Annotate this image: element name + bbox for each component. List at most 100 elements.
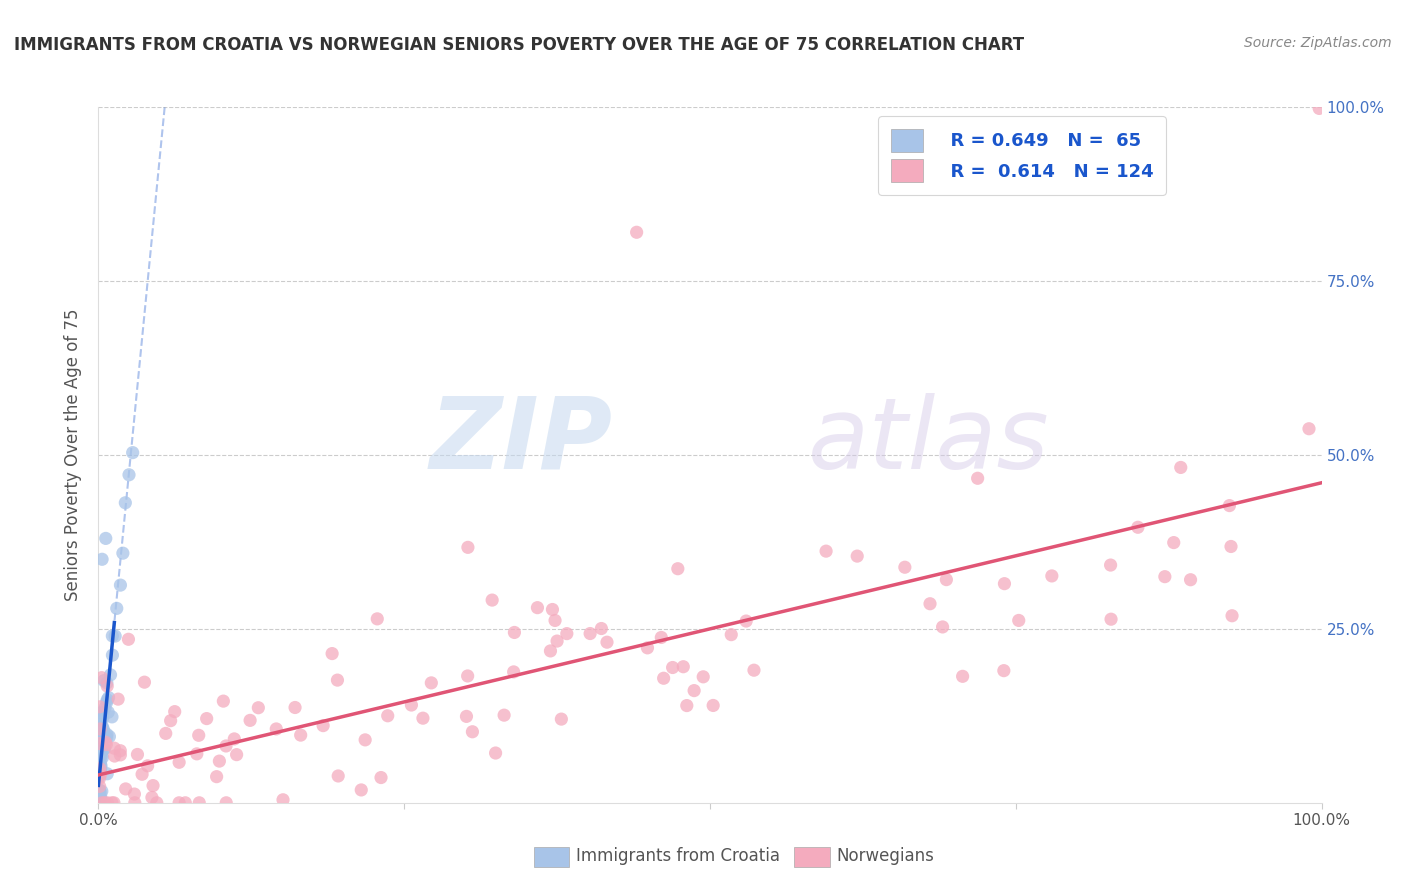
Point <box>456 709 478 723</box>
Text: Immigrants from Croatia: Immigrants from Croatia <box>576 847 780 865</box>
Point <box>526 600 548 615</box>
Point <box>90 789 112 804</box>
Point <box>1220 540 1243 554</box>
Point <box>377 708 399 723</box>
Point <box>167 756 190 770</box>
Point <box>720 627 742 641</box>
Point <box>555 626 578 640</box>
Point <box>546 634 568 648</box>
Point <box>271 793 294 807</box>
Point <box>110 578 132 592</box>
Point <box>284 700 307 714</box>
Text: Norwegians: Norwegians <box>837 847 935 865</box>
Point <box>1308 102 1330 116</box>
Point <box>661 660 683 674</box>
Point <box>90 744 112 758</box>
Point <box>312 718 335 732</box>
Point <box>93 723 115 737</box>
Point <box>93 796 115 810</box>
Point <box>174 796 197 810</box>
Point <box>354 732 377 747</box>
Point <box>89 699 111 714</box>
Point <box>89 761 111 775</box>
Point <box>94 701 117 715</box>
Point <box>666 562 689 576</box>
Point <box>107 692 129 706</box>
Point <box>90 706 112 720</box>
Point <box>87 770 110 784</box>
Point <box>91 731 114 746</box>
Text: Source: ZipAtlas.com: Source: ZipAtlas.com <box>1244 36 1392 50</box>
Point <box>90 741 112 756</box>
Point <box>117 632 139 647</box>
Point <box>420 676 443 690</box>
Point <box>90 733 112 747</box>
Point <box>188 796 211 810</box>
Point <box>481 593 503 607</box>
Point <box>544 614 567 628</box>
Point <box>121 445 143 459</box>
Point <box>97 705 120 719</box>
Point <box>87 733 110 747</box>
Point <box>494 708 516 723</box>
Point <box>89 796 111 810</box>
Point <box>626 225 648 239</box>
Point <box>87 782 110 797</box>
Point <box>124 796 146 810</box>
Point <box>98 730 121 744</box>
Point <box>103 796 125 810</box>
Point <box>155 726 177 740</box>
Point <box>1008 614 1031 628</box>
Point <box>591 622 613 636</box>
Point <box>90 734 112 748</box>
Point <box>89 780 111 794</box>
Point <box>89 736 111 750</box>
Point <box>91 750 114 764</box>
Point <box>89 722 111 736</box>
Point <box>1170 460 1192 475</box>
Point <box>101 629 124 643</box>
Point <box>110 744 132 758</box>
Point <box>134 675 156 690</box>
Point <box>89 753 111 767</box>
Point <box>321 647 343 661</box>
Point <box>101 710 124 724</box>
Point <box>89 796 111 810</box>
Point <box>103 741 125 756</box>
Point <box>96 727 118 741</box>
Point <box>90 739 112 753</box>
Point <box>97 690 120 705</box>
Point <box>225 747 247 762</box>
Point <box>89 737 111 751</box>
Point <box>89 783 111 797</box>
Point <box>96 676 118 690</box>
Text: IMMIGRANTS FROM CROATIA VS NORWEGIAN SENIORS POVERTY OVER THE AGE OF 75 CORRELAT: IMMIGRANTS FROM CROATIA VS NORWEGIAN SEN… <box>14 36 1024 54</box>
Point <box>212 694 235 708</box>
Point <box>326 673 349 687</box>
Point <box>89 748 111 763</box>
Point <box>966 471 988 485</box>
Point <box>550 712 572 726</box>
Point <box>1153 569 1175 583</box>
Point <box>1099 558 1122 572</box>
Point <box>127 747 149 762</box>
Point <box>931 620 953 634</box>
Point <box>1218 499 1240 513</box>
Point <box>1099 612 1122 626</box>
Point <box>110 747 132 762</box>
Point <box>1163 535 1185 549</box>
Legend:   R = 0.649   N =  65,   R =  0.614   N = 124: R = 0.649 N = 65, R = 0.614 N = 124 <box>877 116 1166 195</box>
Point <box>90 767 112 781</box>
Point <box>90 756 112 770</box>
Point <box>100 668 122 682</box>
Point <box>702 698 724 713</box>
Point <box>503 625 526 640</box>
Point <box>124 787 146 801</box>
Point <box>370 771 392 785</box>
Point <box>224 731 246 746</box>
Point <box>96 731 118 745</box>
Point <box>1220 608 1243 623</box>
Point <box>672 659 695 673</box>
Point <box>96 738 118 752</box>
Point <box>89 784 111 798</box>
